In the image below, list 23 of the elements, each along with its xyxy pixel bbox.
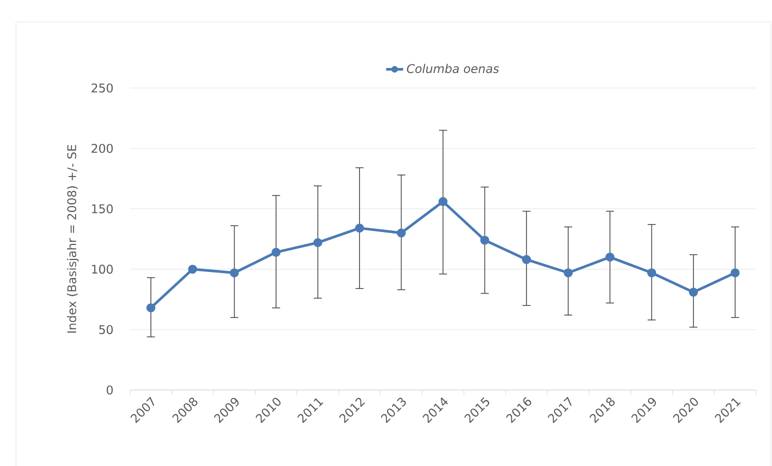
y-tick-label: 100 (92, 264, 113, 274)
legend-label: Columba oenas (406, 64, 499, 74)
y-tick-label: 250 (92, 83, 113, 93)
point (146, 303, 156, 312)
point (605, 252, 614, 262)
point (355, 224, 364, 233)
y-tick-label: 0 (106, 385, 113, 395)
point (272, 248, 281, 257)
point (396, 228, 406, 238)
y-tick-label: 200 (92, 144, 113, 153)
point (188, 264, 198, 274)
point (438, 197, 448, 206)
point (480, 236, 490, 245)
point (730, 268, 740, 278)
y-tick-label: 50 (99, 325, 113, 334)
y-axis-title: Index (Basisjahr = 2008) +/- SE (67, 144, 79, 333)
point (688, 288, 698, 297)
point (647, 268, 656, 278)
point (313, 238, 322, 248)
point (522, 255, 531, 264)
point (564, 268, 573, 278)
point (230, 268, 239, 278)
y-tick-label: 150 (92, 204, 113, 214)
